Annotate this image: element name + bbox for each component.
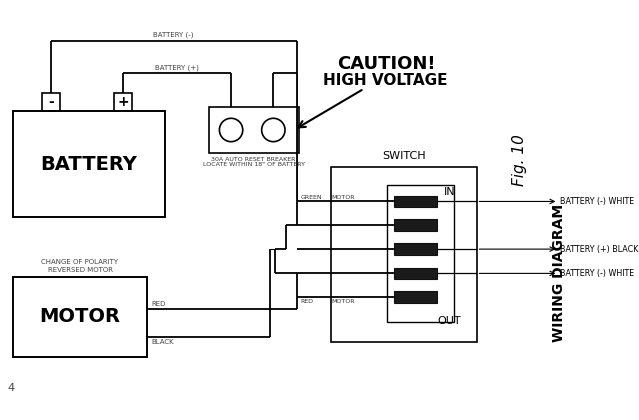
Text: CAUTION!: CAUTION! bbox=[337, 55, 436, 74]
Text: Fig. 10: Fig. 10 bbox=[512, 135, 527, 186]
Text: 4: 4 bbox=[7, 383, 14, 393]
Bar bbox=[114, 93, 132, 111]
Text: 30A AUTO RESET BREAKER: 30A AUTO RESET BREAKER bbox=[212, 157, 296, 162]
Text: RED: RED bbox=[300, 299, 313, 304]
Text: RED: RED bbox=[151, 301, 166, 307]
Bar bbox=[394, 219, 437, 231]
Bar bbox=[394, 243, 437, 255]
Text: BLACK: BLACK bbox=[151, 339, 174, 344]
Text: BATTERY (-): BATTERY (-) bbox=[153, 32, 194, 38]
Text: HIGH VOLTAGE: HIGH VOLTAGE bbox=[323, 74, 447, 88]
Bar bbox=[13, 111, 164, 217]
Text: REVERSED MOTOR: REVERSED MOTOR bbox=[47, 267, 112, 273]
Text: -: - bbox=[49, 95, 54, 109]
Text: SWITCH: SWITCH bbox=[382, 152, 426, 161]
Text: WIRING DIAGRAM: WIRING DIAGRAM bbox=[552, 204, 566, 342]
Text: MOTOR: MOTOR bbox=[40, 307, 121, 326]
Text: BATTERY (+): BATTERY (+) bbox=[155, 64, 199, 71]
Text: BATTERY (-) WHITE: BATTERY (-) WHITE bbox=[560, 269, 635, 278]
Bar bbox=[13, 278, 146, 357]
Text: GREEN: GREEN bbox=[300, 194, 322, 200]
Bar bbox=[208, 107, 298, 153]
Text: BATTERY (-) WHITE: BATTERY (-) WHITE bbox=[560, 197, 635, 206]
Text: LOCATE WITHIN 18" OF BATTERY: LOCATE WITHIN 18" OF BATTERY bbox=[203, 163, 305, 167]
Bar bbox=[394, 268, 437, 279]
Bar bbox=[394, 196, 437, 207]
Bar bbox=[42, 93, 60, 111]
Text: BATTERY (+) BLACK: BATTERY (+) BLACK bbox=[560, 244, 638, 254]
Text: BATTERY: BATTERY bbox=[40, 155, 137, 173]
Bar bbox=[331, 167, 477, 342]
Text: MOTOR: MOTOR bbox=[331, 299, 355, 304]
Text: MOTOR: MOTOR bbox=[331, 194, 355, 200]
Text: OUT: OUT bbox=[438, 316, 461, 326]
Bar bbox=[387, 185, 454, 323]
Bar bbox=[394, 291, 437, 303]
Text: IN: IN bbox=[443, 186, 456, 197]
Text: +: + bbox=[118, 95, 129, 109]
Text: CHANGE OF POLARITY: CHANGE OF POLARITY bbox=[42, 259, 119, 265]
